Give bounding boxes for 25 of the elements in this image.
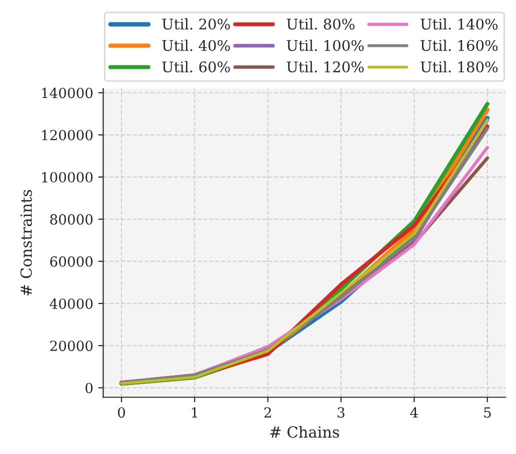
- x-tick-label: 0: [118, 407, 125, 418]
- y-tick-label: 20000: [50, 340, 93, 352]
- y-tick-label: 0: [86, 382, 93, 394]
- x-tick-label: 1: [192, 407, 198, 418]
- legend-label: Util. 160%: [420, 40, 498, 52]
- x-tick-label: 3: [338, 407, 344, 418]
- legend-label: Util. 40%: [162, 40, 230, 52]
- y-tick-label: 100000: [42, 172, 93, 183]
- legend-label: Util. 140%: [420, 18, 498, 30]
- legend-label: Util. 20%: [162, 18, 230, 30]
- legend-label: Util. 100%: [286, 40, 364, 52]
- legend-label: Util. 80%: [286, 18, 354, 30]
- x-tick-label: 4: [410, 407, 418, 418]
- x-tick-label: 2: [264, 407, 271, 418]
- y-tick-label: 40000: [50, 298, 93, 309]
- y-tick-label: 80000: [50, 214, 93, 225]
- legend-label: Util. 60%: [162, 61, 230, 72]
- y-tick-label: 120000: [42, 130, 93, 140]
- y-tick-label: 140000: [42, 88, 93, 98]
- x-tick-label: 5: [484, 407, 491, 418]
- y-tick-label: 60000: [50, 256, 93, 267]
- legend-label: Util. 120%: [286, 61, 364, 72]
- y-axis-title: # Constraints: [20, 190, 32, 296]
- legend-label: Util. 180%: [420, 61, 498, 72]
- x-axis-title: # Chains: [270, 426, 340, 438]
